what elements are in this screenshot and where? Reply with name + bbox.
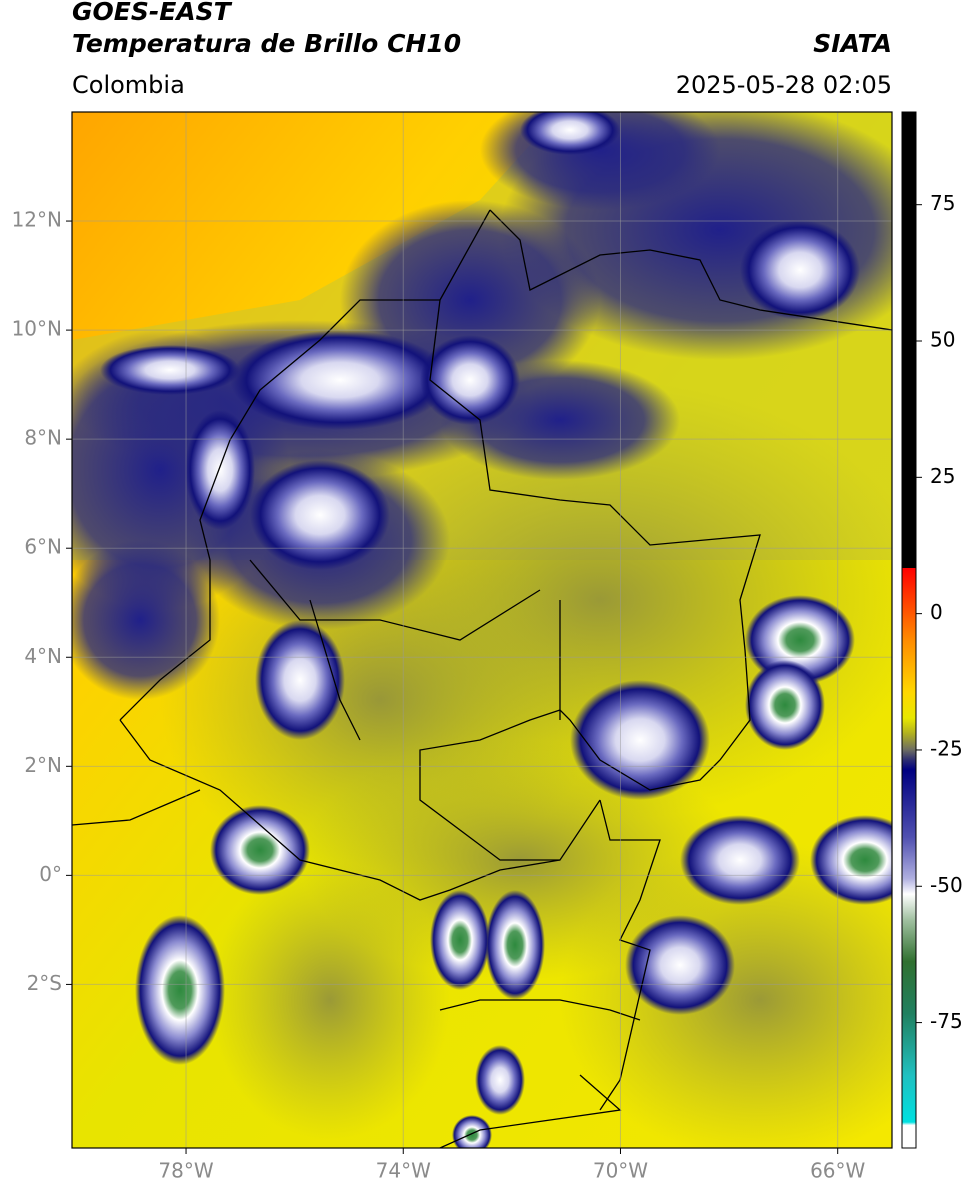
datetime: 2025-05-28 02:05: [676, 71, 892, 99]
colorbar-tick-label: 75: [930, 191, 955, 215]
region: Colombia: [72, 71, 185, 99]
x-tick-label: 74°W: [376, 1159, 431, 1183]
y-tick-label: 4°N: [24, 644, 62, 668]
colorbar-tick-label: -75: [930, 1009, 963, 1033]
satellite-image: [72, 112, 892, 1148]
y-tick-label: 0°: [39, 862, 62, 886]
grid: [72, 112, 892, 1148]
x-tick-label: 70°W: [593, 1159, 648, 1183]
y-tick-label: 10°N: [12, 317, 62, 341]
colorbar: [901, 111, 917, 1149]
colorbar-tick-label: -50: [930, 873, 963, 897]
y-tick-label: 12°N: [12, 208, 62, 232]
colorbar-tick-label: 25: [930, 464, 955, 488]
y-tick-label: 8°N: [24, 426, 62, 450]
y-tick-label: 6°N: [24, 535, 62, 559]
y-tick-label: 2°S: [27, 971, 62, 995]
source: SIATA: [813, 29, 892, 58]
title: GOES-EAST: [72, 0, 233, 26]
subtitle: Temperatura de Brillo CH10: [72, 29, 461, 58]
y-tick-label: 2°N: [24, 753, 62, 777]
colorbar-tick-label: -25: [930, 736, 963, 760]
colorbar-tick-label: 0: [930, 600, 943, 624]
map-frame: [71, 111, 893, 1149]
x-tick-label: 78°W: [158, 1159, 213, 1183]
colorbar-tick-label: 50: [930, 328, 955, 352]
x-tick-label: 66°W: [810, 1159, 865, 1183]
